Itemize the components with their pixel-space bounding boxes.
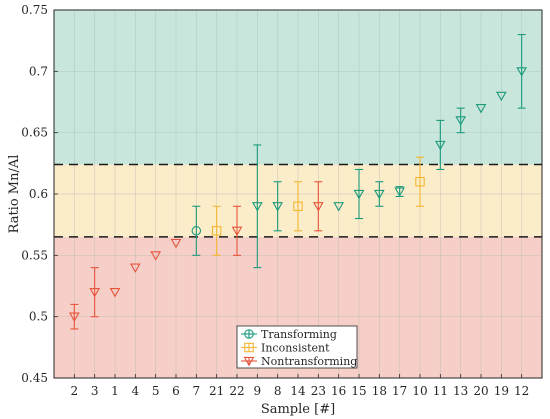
y-axis-ticks: 0.45 0.5 0.55 0.6 0.65 0.7 0.75	[21, 3, 58, 385]
y-tick-label: 0.75	[21, 3, 48, 17]
data-marker	[272, 202, 284, 212]
legend-item-inconsistent: Inconsistent	[241, 342, 330, 355]
x-axis-ticks: 2 3 1 4 5 6 7 21 22 9 8 14 23 16 15 18 17 10 11 13 20 19 12	[71, 374, 529, 398]
x-tick-label: 22	[229, 384, 244, 398]
x-tick-label: 14	[290, 384, 306, 398]
y-axis-title: Ratio Mn/Al	[7, 155, 22, 234]
data-marker	[109, 288, 121, 298]
data-point-sample-4	[129, 263, 141, 273]
x-tick-label: 5	[152, 384, 160, 398]
data-marker	[353, 189, 365, 200]
legend-marker	[244, 329, 254, 339]
x-tick-label: 4	[132, 384, 140, 398]
data-point-sample-12	[516, 33, 528, 109]
data-marker	[231, 226, 243, 237]
data-marks	[68, 33, 528, 330]
data-marker	[373, 189, 385, 200]
x-tick-label: 10	[412, 384, 427, 398]
y-tick-label: 0.7	[29, 64, 48, 78]
x-tick-label: 1	[111, 384, 119, 398]
data-point-sample-22	[231, 205, 243, 256]
data-marker	[251, 202, 263, 212]
data-marker	[170, 238, 182, 249]
data-point-sample-13	[455, 107, 467, 134]
x-tick-label: 9	[254, 384, 262, 398]
legend-label: Inconsistent	[261, 342, 330, 355]
x-tick-label: 20	[473, 384, 488, 398]
legend-item-nontransforming: Nontransforming	[241, 355, 357, 368]
data-point-sample-9	[251, 144, 263, 269]
x-tick-label: 7	[193, 384, 201, 398]
data-marker	[191, 226, 202, 236]
y-tick-label: 0.45	[21, 371, 48, 385]
data-marker	[415, 176, 425, 187]
region-band-2	[54, 10, 542, 165]
data-point-sample-17	[394, 186, 406, 198]
x-tick-label: 19	[494, 384, 509, 398]
x-tick-label: 3	[91, 384, 99, 398]
data-marker	[68, 312, 80, 322]
x-tick-label: 8	[274, 384, 282, 398]
data-point-sample-3	[89, 267, 101, 318]
data-point-sample-5	[150, 251, 162, 261]
x-tick-label: 2	[71, 384, 79, 398]
data-point-sample-11	[434, 119, 446, 171]
data-point-sample-23	[312, 181, 324, 232]
x-tick-label: 16	[331, 384, 346, 398]
data-point-sample-7	[191, 205, 202, 256]
legend-label: Nontransforming	[261, 355, 357, 368]
data-point-sample-2	[68, 303, 80, 330]
data-marker	[516, 67, 528, 77]
legend-item-transforming: Transforming	[241, 328, 337, 341]
data-point-sample-19	[495, 91, 507, 102]
data-marker	[495, 91, 507, 102]
data-point-sample-15	[353, 168, 365, 220]
data-point-sample-18	[373, 181, 385, 207]
data-point-sample-16	[333, 202, 345, 212]
x-tick-label: 17	[392, 384, 407, 398]
x-tick-label: 15	[351, 384, 366, 398]
data-marker	[89, 288, 101, 298]
y-tick-label: 0.5	[29, 310, 48, 324]
x-tick-label: 6	[172, 384, 180, 398]
y-tick-label: 0.6	[29, 187, 48, 201]
y-tick-label: 0.55	[21, 248, 48, 262]
data-point-sample-10	[415, 156, 425, 207]
data-point-sample-21	[211, 205, 222, 256]
legend-marker	[244, 342, 254, 353]
x-tick-label: 13	[453, 384, 468, 398]
x-tick-label: 18	[372, 384, 387, 398]
x-axis-title: Sample [#]	[261, 402, 335, 417]
x-tick-label: 12	[514, 384, 529, 398]
data-point-sample-20	[475, 104, 487, 114]
data-marker	[293, 201, 303, 212]
data-marker	[211, 226, 222, 236]
data-point-sample-1	[109, 288, 121, 298]
x-tick-label: 23	[311, 384, 326, 398]
data-point-sample-14	[293, 181, 303, 232]
data-point-sample-6	[170, 238, 182, 249]
legend-marker	[243, 356, 255, 367]
data-point-sample-8	[272, 181, 284, 232]
data-marker	[394, 187, 406, 197]
data-marker	[312, 202, 324, 212]
threshold-lines	[54, 163, 542, 238]
y-tick-label: 0.65	[21, 126, 48, 140]
x-tick-label: 21	[209, 384, 224, 398]
data-marker	[475, 104, 487, 114]
data-marker	[150, 251, 162, 261]
legend-label: Transforming	[261, 328, 337, 341]
data-marker	[434, 140, 446, 151]
data-marker	[129, 263, 141, 273]
x-tick-label: 11	[433, 384, 448, 398]
data-marker	[333, 202, 345, 212]
data-marker	[455, 116, 467, 126]
